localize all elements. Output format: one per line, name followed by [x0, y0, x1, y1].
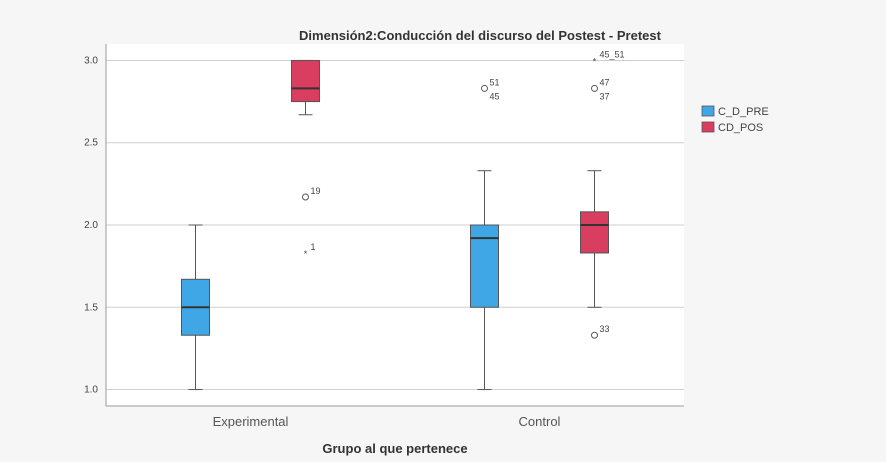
outlier-label: 37: [600, 91, 610, 101]
outlier-circle: [302, 193, 309, 201]
outlier-circle: [591, 84, 598, 92]
box-cd_pos-experimental: [291, 59, 320, 116]
x-category-label: Experimental: [213, 414, 289, 429]
y-tick-labels: 1.0 1.5 2.0 2.5 3.0: [84, 55, 98, 395]
y-tick-label: 1.5: [84, 302, 98, 313]
box-c_d_pre-control: [470, 170, 499, 391]
box-cd_pos-control: [580, 170, 609, 308]
extreme-star: *: [304, 249, 308, 259]
legend-swatch-cd_pos: [701, 121, 715, 133]
x-axis-label: Grupo al que pertenece: [322, 441, 467, 456]
outlier-label: 1: [311, 242, 316, 252]
outlier-circle: [481, 84, 488, 92]
extreme-star: *: [593, 56, 597, 66]
outlier-label: 45: [490, 91, 500, 101]
box-series: [181, 59, 609, 391]
legend: C_D_PRE CD_POS: [701, 105, 769, 134]
outlier-label: 33: [600, 324, 610, 334]
chart-title: Dimensión2:Conducción del discurso del P…: [299, 28, 662, 43]
legend-label-c_d_pre: C_D_PRE: [718, 106, 769, 118]
y-tick-label: 2.5: [84, 138, 98, 149]
box-iqr: [291, 59, 320, 103]
x-category-label: Control: [519, 414, 561, 429]
box-iqr: [580, 211, 609, 254]
x-category-labels: Experimental Control: [213, 414, 561, 429]
outlier-label: 51: [490, 77, 500, 87]
legend-label-cd_pos: CD_POS: [718, 122, 763, 134]
box-c_d_pre-experimental: [181, 224, 210, 391]
outlier-label: 19: [311, 186, 321, 196]
outlier-circle: [591, 331, 598, 339]
outlier-label: 45_51: [600, 49, 625, 59]
y-tick-label: 2.0: [84, 220, 98, 231]
outlier-label: 47: [600, 77, 610, 87]
y-tick-label: 3.0: [84, 55, 98, 66]
y-tick-label: 1.0: [84, 385, 98, 396]
legend-swatch-c_d_pre: [701, 105, 715, 117]
